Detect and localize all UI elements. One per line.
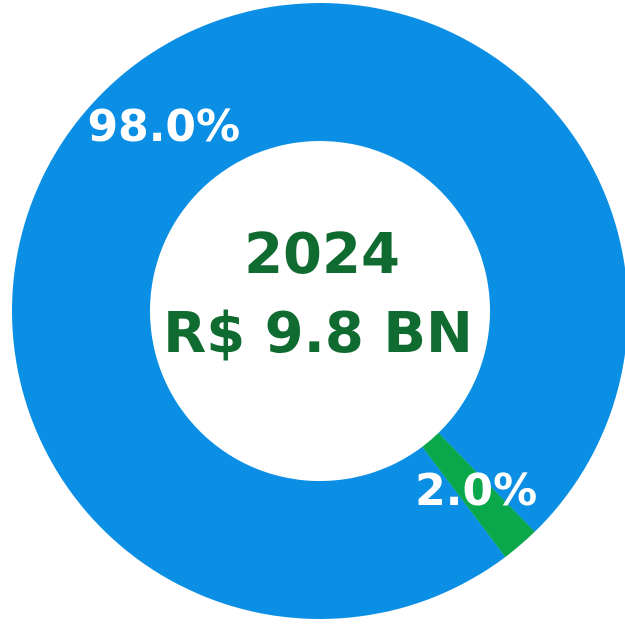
- value-label: 2.0%: [415, 465, 537, 516]
- slices: [12, 3, 625, 619]
- value-label: 98.0%: [87, 101, 240, 152]
- slice: [12, 3, 625, 619]
- chart-title: 2024: [244, 222, 400, 287]
- slice: [422, 432, 535, 557]
- chart-subtitle: R$ 9.8 BN: [163, 301, 473, 366]
